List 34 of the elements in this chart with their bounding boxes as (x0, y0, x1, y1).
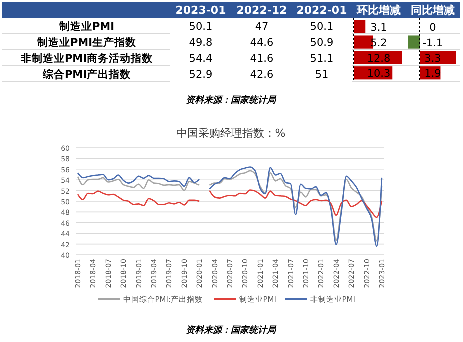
text: 资料来源：国家统计局 (186, 95, 277, 106)
data-label: 50.1 (189, 21, 213, 33)
text: 资料来源：国家统计局 (186, 325, 277, 336)
bar (354, 51, 402, 64)
data-label: 51.1 (310, 53, 334, 65)
x-tick-label: 2023-01 (176, 4, 226, 17)
x-tick-label: 2022-12 (236, 4, 288, 17)
data-label: 41.6 (250, 53, 274, 65)
data-label: 52.9 (189, 69, 213, 81)
data-label: 44.6 (250, 37, 274, 49)
chart-title: 环比增减 (356, 4, 401, 17)
data-label: -1.1 (422, 37, 444, 50)
data-label: 1.9 (424, 68, 442, 80)
data-label: 50.9 (310, 37, 334, 49)
data-label: 10.3 (367, 68, 391, 80)
bar (354, 36, 374, 49)
chart-title: 同比增减 (411, 4, 455, 17)
y-tick-label: 非制造业PMI商务活动指数 (20, 52, 154, 65)
data-label: 3.3 (424, 52, 442, 65)
data-label: 42.6 (250, 69, 274, 81)
data-label: 12.8 (367, 52, 391, 65)
y-tick-label: 综合PMI产出指数 (42, 68, 132, 81)
data-label: 47 (255, 21, 269, 33)
y-tick-label: 制造业PMI生产指数 (36, 36, 138, 49)
data-label: 51 (315, 69, 329, 81)
bar (354, 20, 366, 34)
y-tick-label: 制造业PMI (58, 20, 115, 33)
data-label: 54.4 (189, 53, 214, 65)
data-label: 49.8 (189, 37, 213, 49)
data-label: 50.1 (310, 21, 334, 33)
data-label: 3.1 (370, 22, 388, 34)
data-label: 0 (430, 22, 436, 34)
chart-title: 中国采购经理指数：% (176, 127, 286, 140)
x-tick-label: 2022-01 (296, 4, 348, 17)
